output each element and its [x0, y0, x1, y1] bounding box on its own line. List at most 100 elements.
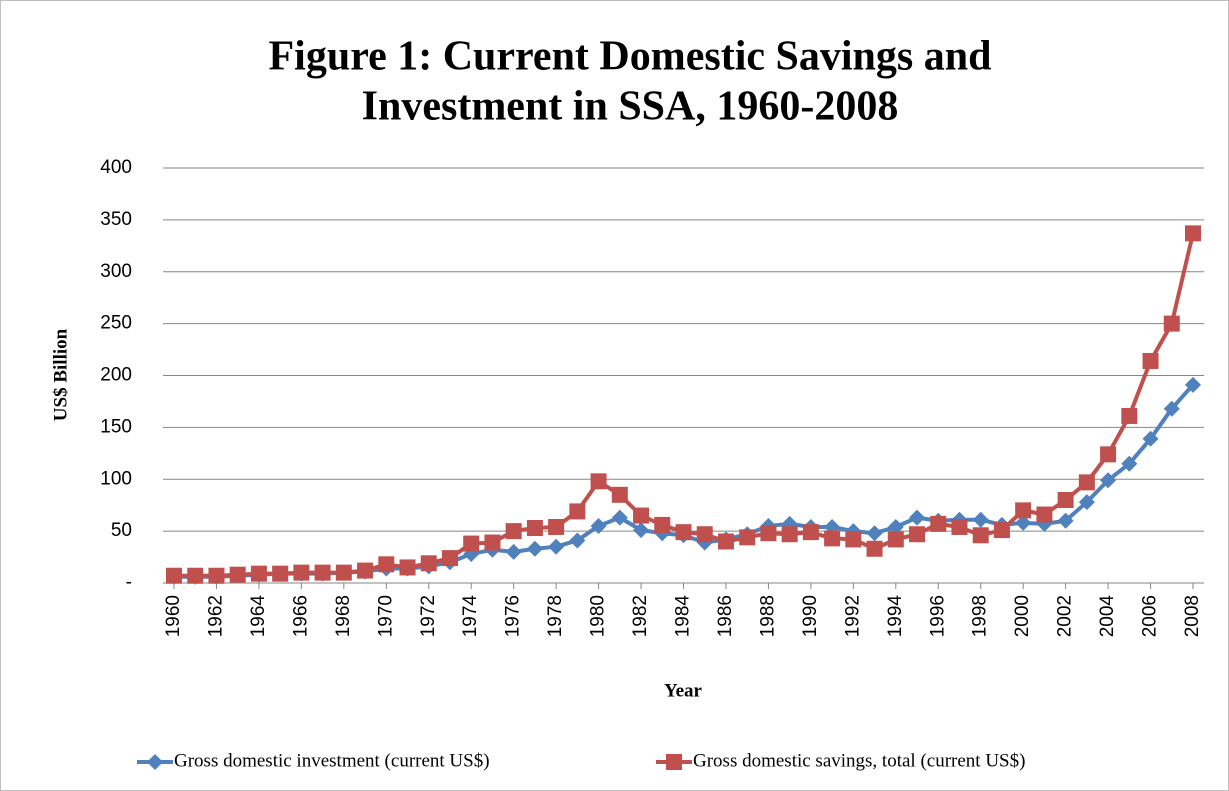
- data-point: [548, 538, 565, 555]
- data-point: [781, 526, 798, 543]
- y-tick-label: 300: [100, 261, 132, 282]
- data-point: [909, 509, 926, 526]
- data-point: [166, 567, 182, 584]
- data-point: [611, 509, 628, 526]
- data-point: [250, 565, 267, 582]
- data-point: [335, 564, 352, 581]
- data-point: [696, 526, 713, 543]
- data-point: [272, 565, 289, 582]
- data-point: [633, 522, 650, 539]
- x-tick-label: 2002: [1055, 595, 1076, 637]
- data-point: [1100, 472, 1117, 489]
- x-tick-label: 2008: [1182, 595, 1203, 637]
- x-axis-label: Year: [664, 680, 703, 701]
- data-point: [717, 533, 734, 550]
- data-point: [420, 555, 437, 572]
- data-point: [972, 527, 989, 544]
- x-tick-label: 2000: [1012, 595, 1033, 637]
- data-point: [654, 516, 671, 533]
- data-point: [739, 529, 756, 546]
- y-tick-label: 350: [100, 209, 132, 230]
- data-point: [1100, 446, 1117, 463]
- data-point: [1163, 315, 1180, 332]
- data-point: [909, 526, 926, 543]
- y-tick-label: 200: [100, 365, 132, 386]
- data-point: [866, 540, 883, 557]
- y-tick-label: 100: [100, 468, 132, 489]
- y-tick-label: 250: [100, 313, 132, 334]
- y-axis-label: US$ Billion: [50, 328, 71, 421]
- data-point: [590, 473, 607, 490]
- data-point: [930, 515, 947, 532]
- data-point: [208, 567, 225, 584]
- x-tick-label: 1964: [248, 595, 269, 638]
- data-point: [357, 562, 374, 579]
- data-point: [993, 522, 1010, 539]
- data-point: [1036, 506, 1053, 523]
- legend-label: Gross domestic savings, total (current U…: [693, 750, 1025, 771]
- x-tick-label: 1988: [757, 595, 778, 637]
- data-point: [845, 531, 862, 548]
- y-tick-label: -: [126, 572, 132, 593]
- data-point: [951, 518, 968, 535]
- x-tick-label: 1960: [163, 595, 184, 637]
- data-point: [1185, 225, 1201, 242]
- data-point: [463, 535, 480, 552]
- chart-title: Figure 1: Current Domestic Savings and: [269, 34, 992, 80]
- x-tick-label: 1972: [418, 595, 439, 637]
- data-point: [548, 518, 565, 535]
- data-point: [187, 567, 204, 584]
- x-tick-label: 1966: [290, 595, 311, 637]
- data-point: [1057, 512, 1074, 529]
- x-tick-label: 2006: [1140, 595, 1161, 637]
- data-point: [1163, 400, 1180, 417]
- data-point: [484, 534, 501, 551]
- data-point: [569, 503, 586, 520]
- x-tick-label: 1978: [545, 595, 566, 637]
- x-tick-label: 2004: [1097, 595, 1118, 638]
- data-point: [505, 523, 522, 540]
- data-point: [887, 518, 904, 535]
- x-tick-label: 1968: [333, 595, 354, 637]
- data-point: [1078, 474, 1095, 491]
- data-point: [887, 531, 904, 548]
- data-point: [314, 564, 331, 581]
- x-tick-label: 1994: [885, 595, 906, 638]
- data-point: [1142, 430, 1159, 447]
- x-tick-label: 1980: [588, 595, 609, 637]
- x-tick-label: 1990: [800, 595, 821, 637]
- data-point: [1121, 407, 1138, 424]
- y-tick-label: 50: [111, 520, 132, 541]
- x-tick-label: 1962: [205, 595, 226, 637]
- data-point: [972, 511, 989, 528]
- chart-title: Investment in SSA, 1960-2008: [362, 84, 899, 130]
- x-tick-label: 1982: [630, 595, 651, 637]
- data-point: [1121, 455, 1138, 472]
- x-tick-label: 1984: [673, 595, 694, 638]
- data-point: [229, 566, 246, 583]
- data-point: [293, 564, 310, 581]
- x-tick-label: 1996: [927, 595, 948, 637]
- legend-marker: [147, 754, 163, 770]
- x-tick-label: 1976: [503, 595, 524, 637]
- data-point: [378, 556, 395, 573]
- y-tick-label: 150: [100, 416, 132, 437]
- data-point: [1015, 514, 1032, 531]
- data-point: [633, 507, 650, 524]
- data-point: [1078, 494, 1095, 511]
- data-point: [1142, 352, 1159, 369]
- x-tick-label: 1974: [460, 595, 481, 638]
- data-point: [505, 543, 522, 560]
- data-point: [526, 520, 543, 537]
- data-point: [1015, 502, 1032, 519]
- x-tick-label: 1992: [842, 595, 863, 637]
- data-point: [441, 550, 458, 567]
- legend-label: Gross domestic investment (current US$): [174, 750, 490, 771]
- x-tick-label: 1986: [715, 595, 736, 637]
- x-tick-label: 1970: [375, 595, 396, 637]
- data-point: [569, 532, 586, 549]
- y-tick-label: 400: [100, 157, 132, 178]
- data-point: [399, 559, 416, 576]
- data-point: [760, 525, 777, 542]
